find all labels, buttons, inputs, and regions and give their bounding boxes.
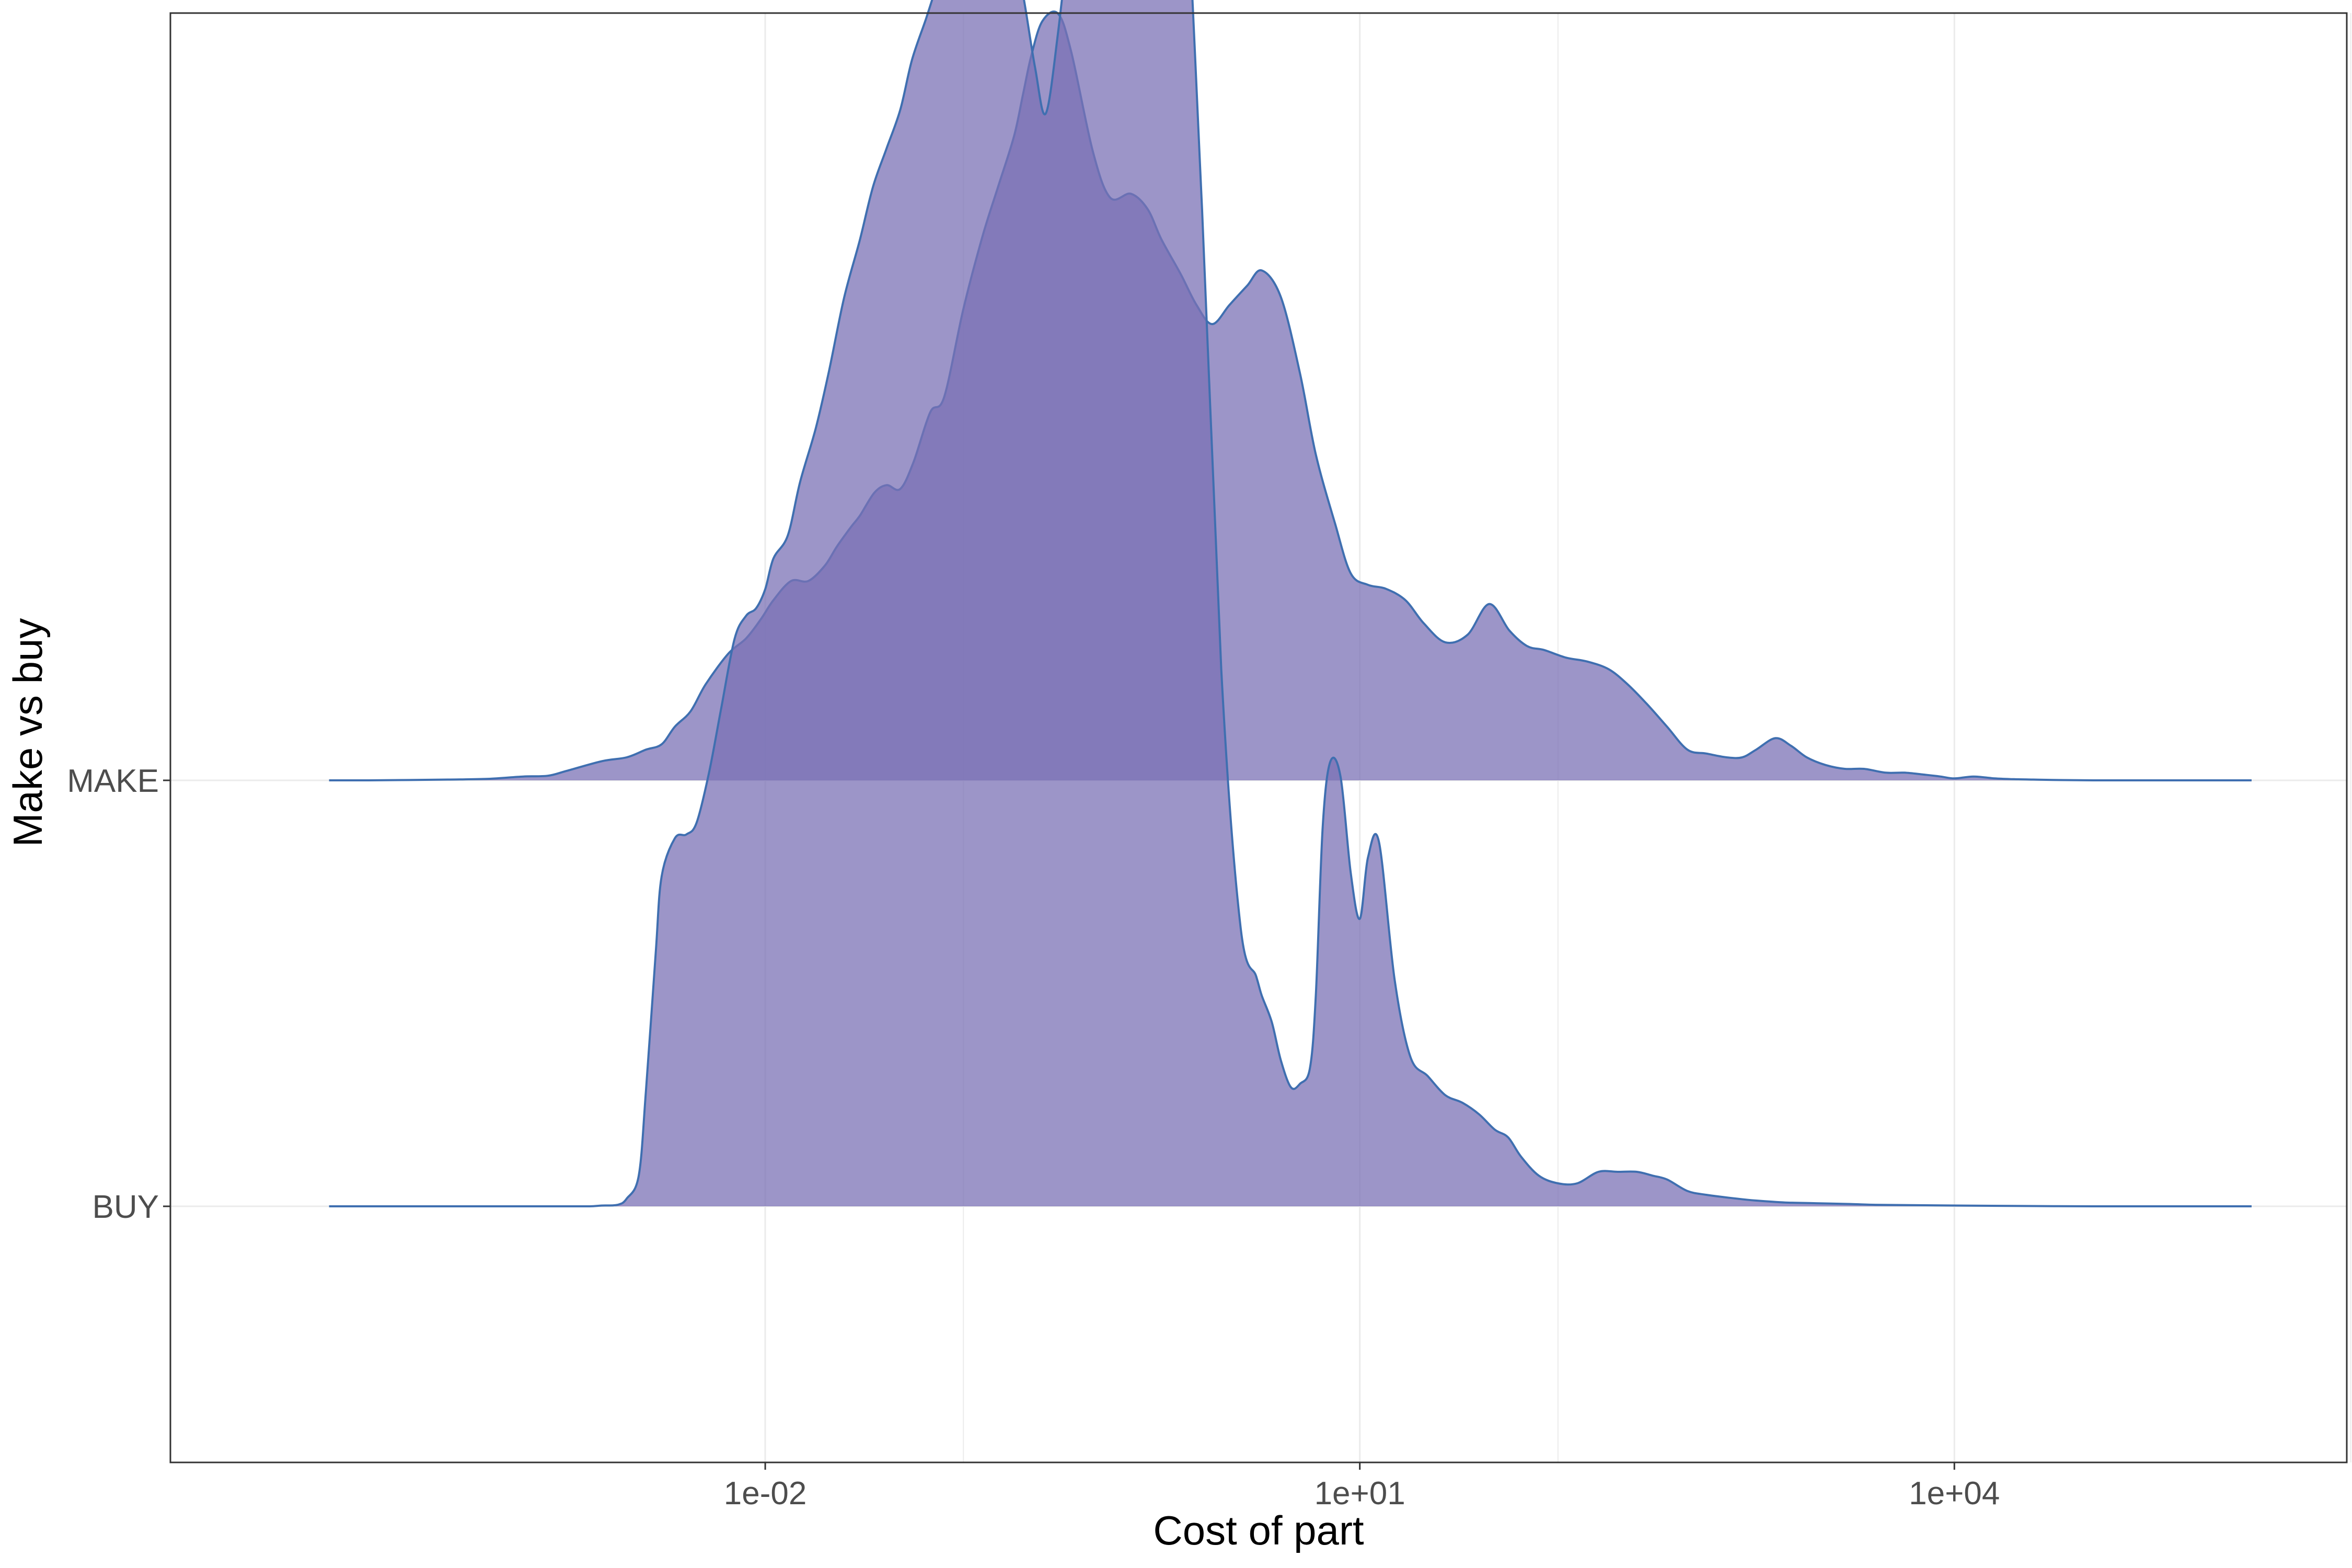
y-tick-label-buy: BUY [93,1189,159,1225]
ridges-layer [329,0,2252,1208]
ridge-area-make [329,11,2252,780]
ridge-area-buy [329,0,2252,1207]
plot-panel-border [169,12,2348,1463]
y-axis: BUY MAKE [67,763,170,1225]
x-axis-title: Cost of part [1153,1507,1364,1553]
y-tick-label-make: MAKE [67,763,159,799]
ridge-line-buy [329,0,2252,1208]
x-tick-label: 1e-02 [724,1475,807,1512]
y-axis-title: Make vs buy [5,618,51,847]
x-tick-label: 1e+04 [1909,1475,2000,1512]
x-axis: 1e-02 1e+01 1e+04 [724,1462,2000,1512]
x-tick-label: 1e+01 [1315,1475,1405,1512]
